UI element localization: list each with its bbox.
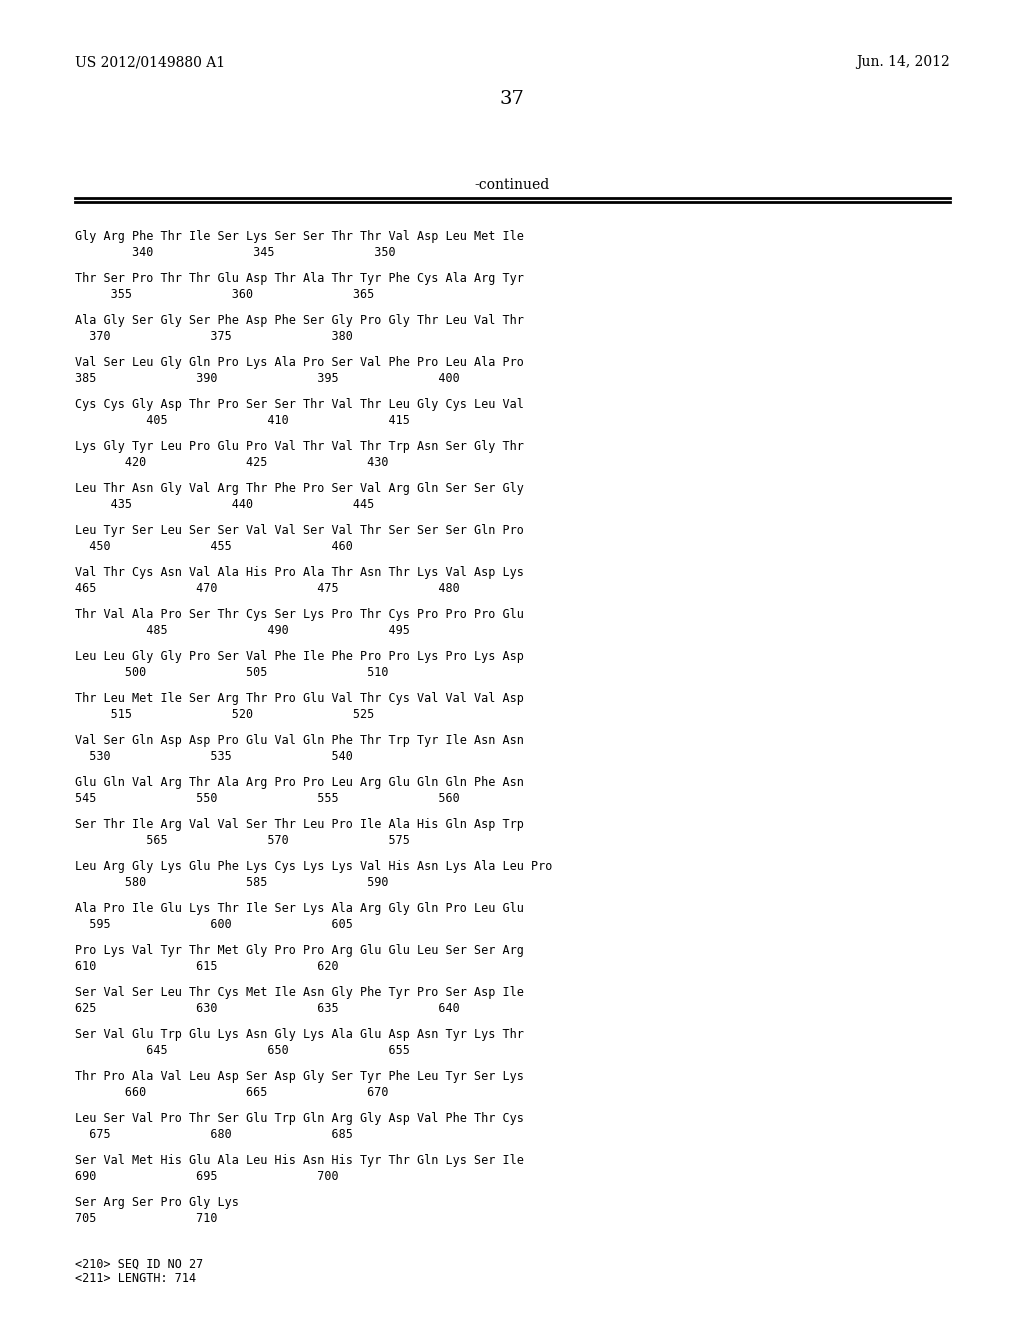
Text: Leu Leu Gly Gly Pro Ser Val Phe Ile Phe Pro Pro Lys Pro Lys Asp: Leu Leu Gly Gly Pro Ser Val Phe Ile Phe … (75, 649, 524, 663)
Text: 690              695              700: 690 695 700 (75, 1170, 339, 1183)
Text: 580              585              590: 580 585 590 (75, 876, 388, 888)
Text: Ser Arg Ser Pro Gly Lys: Ser Arg Ser Pro Gly Lys (75, 1196, 239, 1209)
Text: Leu Ser Val Pro Thr Ser Glu Trp Gln Arg Gly Asp Val Phe Thr Cys: Leu Ser Val Pro Thr Ser Glu Trp Gln Arg … (75, 1111, 524, 1125)
Text: Ser Val Glu Trp Glu Lys Asn Gly Lys Ala Glu Asp Asn Tyr Lys Thr: Ser Val Glu Trp Glu Lys Asn Gly Lys Ala … (75, 1028, 524, 1041)
Text: Ala Gly Ser Gly Ser Phe Asp Phe Ser Gly Pro Gly Thr Leu Val Thr: Ala Gly Ser Gly Ser Phe Asp Phe Ser Gly … (75, 314, 524, 327)
Text: 405              410              415: 405 410 415 (75, 414, 410, 426)
Text: 660              665              670: 660 665 670 (75, 1086, 388, 1100)
Text: Ser Thr Ile Arg Val Val Ser Thr Leu Pro Ile Ala His Gln Asp Trp: Ser Thr Ile Arg Val Val Ser Thr Leu Pro … (75, 818, 524, 832)
Text: 420              425              430: 420 425 430 (75, 455, 388, 469)
Text: Lys Gly Tyr Leu Pro Glu Pro Val Thr Val Thr Trp Asn Ser Gly Thr: Lys Gly Tyr Leu Pro Glu Pro Val Thr Val … (75, 440, 524, 453)
Text: Val Ser Gln Asp Asp Pro Glu Val Gln Phe Thr Trp Tyr Ile Asn Asn: Val Ser Gln Asp Asp Pro Glu Val Gln Phe … (75, 734, 524, 747)
Text: 515              520              525: 515 520 525 (75, 708, 374, 721)
Text: Ala Pro Ile Glu Lys Thr Ile Ser Lys Ala Arg Gly Gln Pro Leu Glu: Ala Pro Ile Glu Lys Thr Ile Ser Lys Ala … (75, 902, 524, 915)
Text: 340              345              350: 340 345 350 (75, 246, 395, 259)
Text: Val Ser Leu Gly Gln Pro Lys Ala Pro Ser Val Phe Pro Leu Ala Pro: Val Ser Leu Gly Gln Pro Lys Ala Pro Ser … (75, 356, 524, 370)
Text: 450              455              460: 450 455 460 (75, 540, 353, 553)
Text: Ser Val Met His Glu Ala Leu His Asn His Tyr Thr Gln Lys Ser Ile: Ser Val Met His Glu Ala Leu His Asn His … (75, 1154, 524, 1167)
Text: 625              630              635              640: 625 630 635 640 (75, 1002, 460, 1015)
Text: 37: 37 (500, 90, 524, 108)
Text: 645              650              655: 645 650 655 (75, 1044, 410, 1057)
Text: US 2012/0149880 A1: US 2012/0149880 A1 (75, 55, 225, 69)
Text: 675              680              685: 675 680 685 (75, 1129, 353, 1140)
Text: Thr Val Ala Pro Ser Thr Cys Ser Lys Pro Thr Cys Pro Pro Pro Glu: Thr Val Ala Pro Ser Thr Cys Ser Lys Pro … (75, 609, 524, 620)
Text: Thr Leu Met Ile Ser Arg Thr Pro Glu Val Thr Cys Val Val Val Asp: Thr Leu Met Ile Ser Arg Thr Pro Glu Val … (75, 692, 524, 705)
Text: 610              615              620: 610 615 620 (75, 960, 339, 973)
Text: <211> LENGTH: 714: <211> LENGTH: 714 (75, 1272, 197, 1284)
Text: 370              375              380: 370 375 380 (75, 330, 353, 343)
Text: Jun. 14, 2012: Jun. 14, 2012 (856, 55, 950, 69)
Text: 595              600              605: 595 600 605 (75, 917, 353, 931)
Text: Cys Cys Gly Asp Thr Pro Ser Ser Thr Val Thr Leu Gly Cys Leu Val: Cys Cys Gly Asp Thr Pro Ser Ser Thr Val … (75, 399, 524, 411)
Text: 545              550              555              560: 545 550 555 560 (75, 792, 460, 805)
Text: 530              535              540: 530 535 540 (75, 750, 353, 763)
Text: Leu Tyr Ser Leu Ser Ser Val Val Ser Val Thr Ser Ser Ser Gln Pro: Leu Tyr Ser Leu Ser Ser Val Val Ser Val … (75, 524, 524, 537)
Text: Thr Ser Pro Thr Thr Glu Asp Thr Ala Thr Tyr Phe Cys Ala Arg Tyr: Thr Ser Pro Thr Thr Glu Asp Thr Ala Thr … (75, 272, 524, 285)
Text: Thr Pro Ala Val Leu Asp Ser Asp Gly Ser Tyr Phe Leu Tyr Ser Lys: Thr Pro Ala Val Leu Asp Ser Asp Gly Ser … (75, 1071, 524, 1082)
Text: -continued: -continued (474, 178, 550, 191)
Text: 355              360              365: 355 360 365 (75, 288, 374, 301)
Text: Leu Arg Gly Lys Glu Phe Lys Cys Lys Lys Val His Asn Lys Ala Leu Pro: Leu Arg Gly Lys Glu Phe Lys Cys Lys Lys … (75, 861, 552, 873)
Text: Val Thr Cys Asn Val Ala His Pro Ala Thr Asn Thr Lys Val Asp Lys: Val Thr Cys Asn Val Ala His Pro Ala Thr … (75, 566, 524, 579)
Text: 385              390              395              400: 385 390 395 400 (75, 372, 460, 385)
Text: Ser Val Ser Leu Thr Cys Met Ile Asn Gly Phe Tyr Pro Ser Asp Ile: Ser Val Ser Leu Thr Cys Met Ile Asn Gly … (75, 986, 524, 999)
Text: Glu Gln Val Arg Thr Ala Arg Pro Pro Leu Arg Glu Gln Gln Phe Asn: Glu Gln Val Arg Thr Ala Arg Pro Pro Leu … (75, 776, 524, 789)
Text: Leu Thr Asn Gly Val Arg Thr Phe Pro Ser Val Arg Gln Ser Ser Gly: Leu Thr Asn Gly Val Arg Thr Phe Pro Ser … (75, 482, 524, 495)
Text: 485              490              495: 485 490 495 (75, 624, 410, 638)
Text: 565              570              575: 565 570 575 (75, 834, 410, 847)
Text: 465              470              475              480: 465 470 475 480 (75, 582, 460, 595)
Text: 435              440              445: 435 440 445 (75, 498, 374, 511)
Text: Gly Arg Phe Thr Ile Ser Lys Ser Ser Thr Thr Val Asp Leu Met Ile: Gly Arg Phe Thr Ile Ser Lys Ser Ser Thr … (75, 230, 524, 243)
Text: 705              710: 705 710 (75, 1212, 217, 1225)
Text: <210> SEQ ID NO 27: <210> SEQ ID NO 27 (75, 1258, 203, 1271)
Text: 500              505              510: 500 505 510 (75, 667, 388, 678)
Text: Pro Lys Val Tyr Thr Met Gly Pro Pro Arg Glu Glu Leu Ser Ser Arg: Pro Lys Val Tyr Thr Met Gly Pro Pro Arg … (75, 944, 524, 957)
